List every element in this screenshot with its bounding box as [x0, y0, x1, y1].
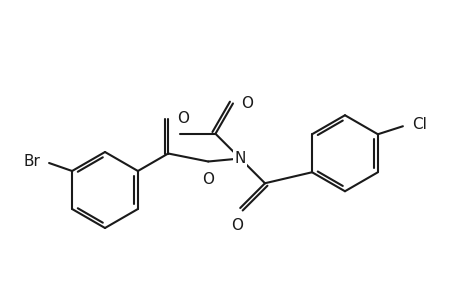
- Text: N: N: [234, 151, 246, 166]
- Text: O: O: [241, 96, 252, 111]
- Text: O: O: [231, 218, 243, 233]
- Text: Cl: Cl: [411, 117, 426, 132]
- Text: O: O: [177, 111, 189, 126]
- Text: O: O: [202, 172, 214, 188]
- Text: Br: Br: [23, 154, 40, 169]
